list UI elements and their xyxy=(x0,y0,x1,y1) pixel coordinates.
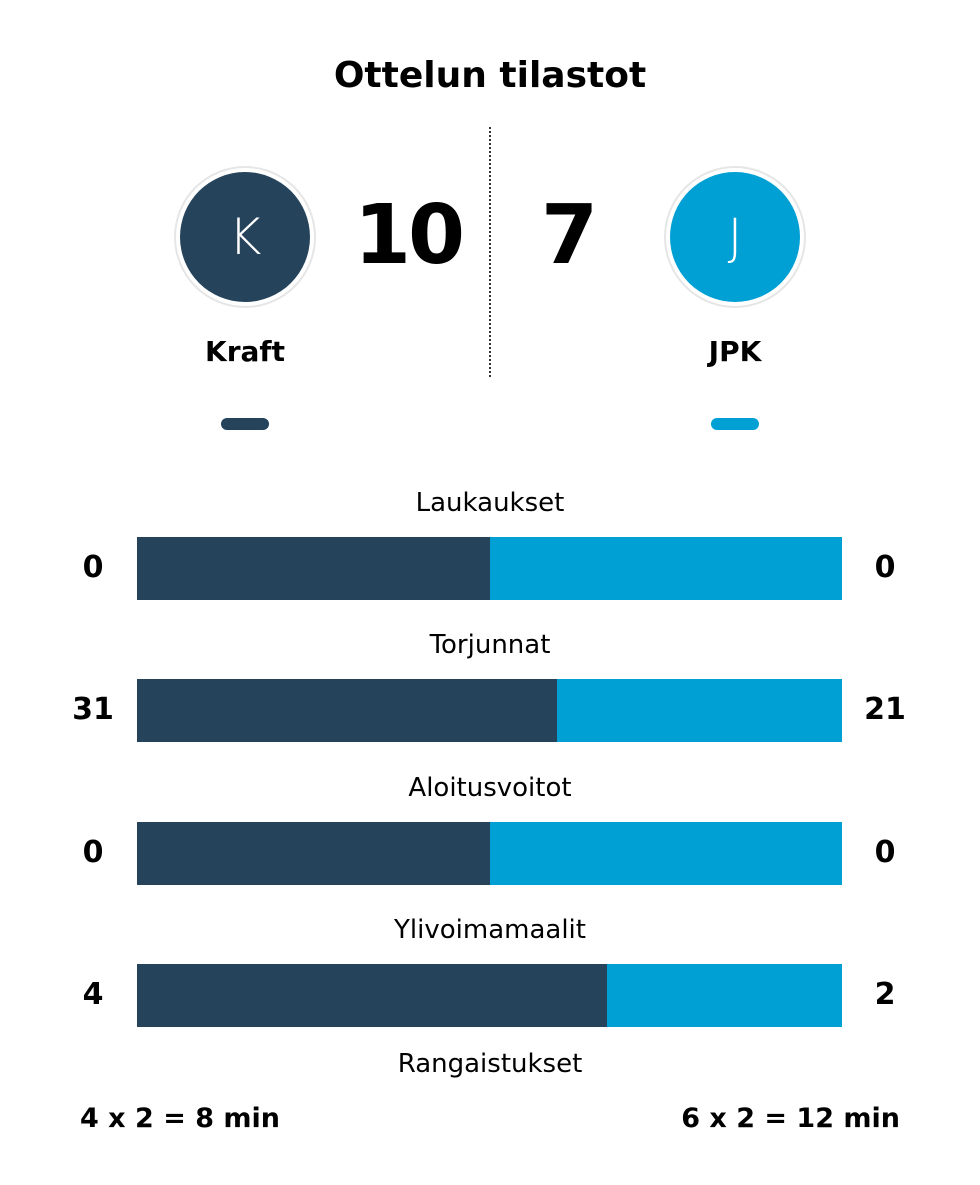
away-bar-segment xyxy=(489,537,842,600)
home-color-pill xyxy=(221,418,269,430)
home-initial: K xyxy=(180,172,310,302)
away-bar-segment xyxy=(489,821,842,885)
home-bar-segment xyxy=(137,537,490,600)
stat-label: Laukaukset xyxy=(415,488,565,518)
away-name: JPK xyxy=(708,335,762,368)
stat-label: Torjunnat xyxy=(429,630,551,661)
home-value: 0 xyxy=(82,834,104,870)
stat-label: Aloitusvoitot xyxy=(408,772,572,803)
stat-bar xyxy=(137,963,842,1027)
home-score: 10 xyxy=(353,188,465,283)
home-value: 0 xyxy=(82,550,104,585)
home-penalties: 4 x 2 = 8 min xyxy=(80,1103,281,1134)
home-bar-segment xyxy=(137,679,558,743)
stat-bar xyxy=(137,821,842,885)
away-value: 2 xyxy=(874,976,896,1012)
divider xyxy=(489,127,491,377)
home-bar-segment xyxy=(137,821,490,885)
home-value: 4 xyxy=(82,976,104,1012)
away-value: 21 xyxy=(864,692,906,728)
away-penalties: 6 x 2 = 12 min xyxy=(681,1103,900,1134)
away-value: 0 xyxy=(874,550,896,585)
page-title: Ottelun tilastot xyxy=(333,55,647,96)
away-logo: J xyxy=(664,166,806,308)
stat-label: Ylivoimamaalit xyxy=(394,914,586,945)
away-score: 7 xyxy=(540,188,598,283)
away-color-pill xyxy=(711,418,759,430)
home-bar-segment xyxy=(137,963,607,1027)
stat-bar xyxy=(137,537,842,600)
away-value: 0 xyxy=(874,834,896,870)
away-bar-segment xyxy=(607,963,842,1027)
stat-bar xyxy=(137,679,842,743)
home-value: 31 xyxy=(72,692,114,728)
away-bar-segment xyxy=(557,679,842,743)
home-logo: K xyxy=(174,166,316,308)
home-name: Kraft xyxy=(205,335,285,368)
penalties-label: Rangaistukset xyxy=(397,1049,583,1079)
away-initial: J xyxy=(670,172,800,302)
